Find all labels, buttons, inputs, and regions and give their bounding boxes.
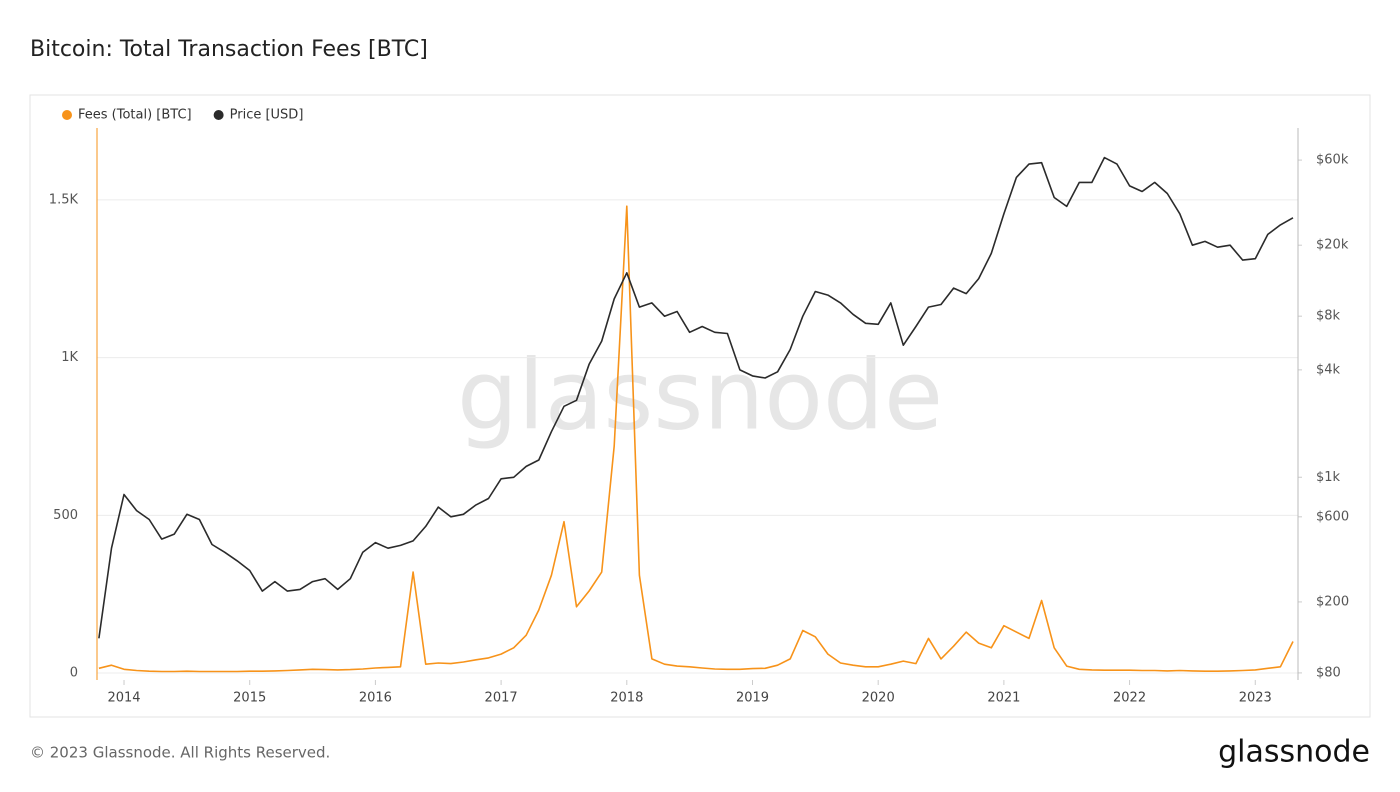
- y2-tick-label: $4k: [1316, 362, 1341, 377]
- y2-tick-label: $200: [1316, 594, 1349, 609]
- y-tick-label: 500: [53, 508, 78, 523]
- series-line: [98, 156, 1294, 639]
- y2-tick-label: $60k: [1316, 153, 1349, 168]
- x-tick-label: 2014: [107, 691, 140, 706]
- x-tick-label: 2016: [359, 691, 392, 706]
- x-tick-label: 2019: [736, 691, 769, 706]
- y2-tick-label: $8k: [1316, 309, 1341, 324]
- x-tick-label: 2018: [610, 691, 643, 706]
- chart-title: Bitcoin: Total Transaction Fees [BTC]: [30, 37, 428, 62]
- y-tick-label: 1K: [61, 350, 78, 365]
- chart-frame: [29, 94, 1371, 718]
- series-line: [98, 205, 1294, 673]
- x-tick-label: 2021: [987, 691, 1020, 706]
- y2-tick-label: $1k: [1316, 470, 1341, 485]
- x-tick-label: 2015: [233, 691, 266, 706]
- legend-marker: [62, 110, 72, 120]
- x-tick-label: 2022: [1113, 691, 1146, 706]
- legend-label: Price [USD]: [230, 108, 304, 123]
- x-tick-label: 2023: [1239, 691, 1272, 706]
- watermark: glassnode: [457, 339, 943, 451]
- legend-label: Fees (Total) [BTC]: [78, 108, 192, 123]
- y2-tick-label: $20k: [1316, 238, 1349, 253]
- y-tick-label: 1.5K: [49, 192, 79, 207]
- logo: glassnode: [1218, 735, 1370, 770]
- legend-marker: [213, 110, 224, 120]
- y2-tick-label: $80: [1316, 665, 1341, 680]
- y-tick-label: 0: [70, 666, 78, 681]
- y2-tick-label: $600: [1316, 509, 1349, 524]
- x-tick-label: 2017: [485, 691, 518, 706]
- footer: © 2023 Glassnode. All Rights Reserved.: [30, 744, 330, 762]
- x-tick-label: 2020: [862, 691, 895, 706]
